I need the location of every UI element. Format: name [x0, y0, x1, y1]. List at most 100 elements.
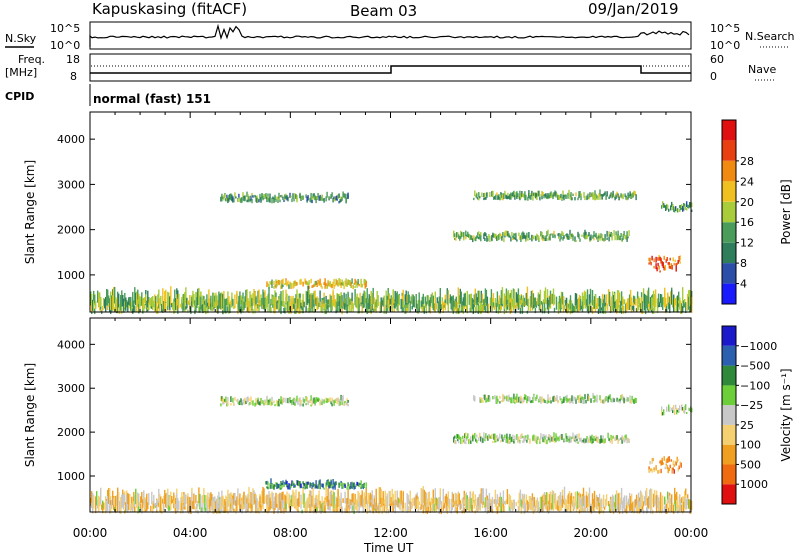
echo-cell: [303, 301, 305, 308]
echo-cell: [586, 507, 589, 512]
echo-cell: [456, 232, 458, 238]
echo-cell: [528, 495, 531, 505]
echo-cell: [284, 194, 286, 199]
freq-label: Freq.: [18, 53, 45, 66]
echo-cell: [348, 297, 350, 309]
echo-cell: [328, 196, 330, 201]
echo-cell: [597, 308, 600, 314]
echo-cell: [684, 303, 686, 307]
echo-cell: [152, 302, 154, 311]
echo-cell: [142, 298, 144, 310]
echo-cell: [360, 278, 362, 285]
echo-cell: [604, 234, 606, 238]
echo-cell: [439, 496, 441, 503]
y-tick-label: 1000: [57, 269, 85, 282]
echo-cell: [187, 496, 189, 513]
echo-cell: [595, 438, 597, 441]
echo-cell: [340, 507, 342, 513]
echo-cell: [549, 195, 551, 199]
echo-cell: [278, 279, 280, 286]
echo-cell: [652, 290, 655, 306]
echo-cell: [374, 502, 376, 509]
echo-cell: [287, 196, 289, 202]
echo-cell: [604, 305, 607, 314]
echo-cell: [476, 499, 478, 508]
echo-cell: [284, 482, 286, 485]
echo-cell: [660, 459, 662, 466]
echo-cell: [589, 288, 592, 303]
echo-cell: [263, 300, 265, 308]
echo-cell: [132, 497, 134, 513]
echo-cell: [327, 281, 329, 287]
echo-cell: [411, 305, 413, 310]
echo-cell: [619, 235, 621, 238]
echo-cell: [282, 499, 284, 505]
echo-cell: [536, 500, 539, 512]
echo-cell: [515, 302, 518, 309]
echo-cell: [553, 230, 555, 236]
echo-cell: [508, 195, 510, 199]
echo-cell: [482, 438, 484, 443]
echo-cell: [653, 469, 655, 473]
echo-cell: [256, 400, 258, 406]
echo-cell: [529, 296, 532, 308]
echo-cell: [220, 403, 222, 407]
echo-cell: [543, 502, 546, 506]
echo-cell: [547, 398, 549, 404]
echo-cell: [393, 303, 395, 309]
colorbar-label: Velocity [m s⁻¹]: [779, 368, 793, 461]
echo-cell: [558, 233, 560, 239]
echo-cell: [612, 295, 615, 312]
echo-cell: [300, 278, 302, 285]
echo-cell: [409, 501, 411, 512]
echo-cell: [673, 469, 675, 474]
echo-cell: [495, 194, 497, 200]
echo-cell: [278, 192, 280, 199]
echo-cell: [256, 197, 258, 203]
echo-cell: [349, 487, 351, 490]
echo-cell: [617, 193, 619, 198]
echo-cell: [560, 435, 562, 439]
echo-cell: [252, 195, 254, 198]
echo-cell: [324, 499, 326, 506]
echo-cell: [163, 301, 165, 311]
echo-cell: [107, 496, 109, 511]
echo-cell: [420, 504, 422, 510]
echo-cell: [493, 499, 496, 504]
echo-cell: [526, 439, 528, 443]
echo-cell: [372, 504, 374, 514]
echo-cell: [332, 281, 334, 286]
echo-cell: [460, 439, 462, 445]
echo-cell: [674, 207, 676, 211]
echo-cell: [687, 497, 689, 506]
echo-cell: [274, 404, 276, 407]
echo-cell: [542, 238, 544, 242]
echo-cell: [502, 397, 504, 403]
echo-cell: [650, 489, 653, 504]
echo-cell: [591, 192, 593, 197]
echo-cell: [536, 298, 539, 305]
echo-cell: [630, 193, 632, 199]
echo-cell: [300, 403, 302, 406]
echo-cell: [334, 283, 336, 287]
echo-cell: [382, 300, 384, 305]
echo-cell: [599, 189, 601, 196]
echo-cell: [301, 195, 303, 200]
echo-cell: [603, 400, 605, 403]
echo-cell: [455, 493, 457, 506]
echo-cell: [570, 492, 573, 505]
echo-cell: [159, 301, 161, 311]
echo-cell: [127, 492, 129, 504]
echo-cell: [269, 304, 271, 312]
echo-cell: [542, 235, 544, 241]
echo-cell: [313, 283, 315, 287]
echo-cell: [691, 296, 693, 313]
echo-cell: [174, 498, 176, 512]
echo-cell: [267, 293, 269, 304]
echo-cell: [556, 193, 558, 196]
echo-cell: [387, 288, 389, 305]
echo-cell: [139, 296, 141, 307]
echo-cell: [396, 490, 398, 507]
y-tick-label: 1000: [57, 470, 85, 483]
echo-cell: [489, 297, 492, 309]
